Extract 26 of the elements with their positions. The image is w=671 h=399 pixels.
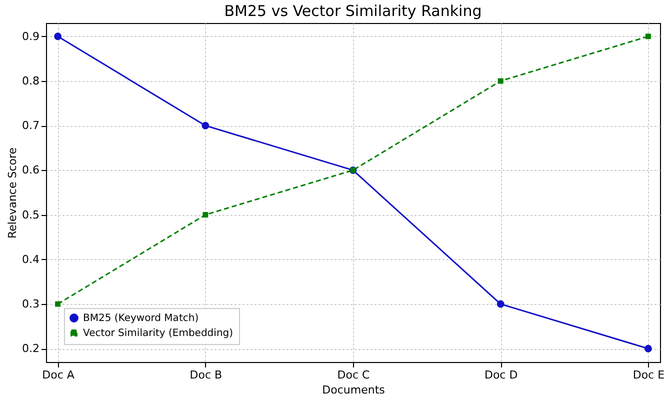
y-tick-label: 0.9 xyxy=(22,30,40,43)
point xyxy=(496,300,504,308)
point xyxy=(645,34,651,40)
point xyxy=(202,212,208,218)
y-tick-label: 0.5 xyxy=(22,208,40,222)
x-tick-label: Doc A xyxy=(42,368,75,382)
y-tick-label: 0.7 xyxy=(22,119,40,132)
x-axis-title: Documents xyxy=(322,384,386,396)
x-tick-label: Doc E xyxy=(632,368,665,382)
chart-title: BM25 vs Vector Similarity Ranking xyxy=(224,2,482,20)
point xyxy=(55,301,61,307)
point xyxy=(54,32,62,40)
y-axis-title: Relevance Score xyxy=(6,147,20,239)
y-tick-label: 0.4 xyxy=(22,252,40,266)
y-tick-label: 0.3 xyxy=(22,298,40,311)
legend-label: BM25 (Keyword Match) xyxy=(83,313,199,324)
legend-label: Vector Similarity (Embedding) xyxy=(83,328,234,339)
point xyxy=(498,78,504,84)
x-tick-label: Doc D xyxy=(484,368,518,382)
y-tick-label: 0.2 xyxy=(22,342,40,356)
point xyxy=(202,122,210,130)
point xyxy=(644,344,652,352)
y-tick-label: 0.6 xyxy=(22,164,40,177)
x-tick-label: Doc B xyxy=(190,368,222,382)
y-tick-label: 0.8 xyxy=(22,74,40,88)
x-tick-label: Doc C xyxy=(337,368,370,382)
